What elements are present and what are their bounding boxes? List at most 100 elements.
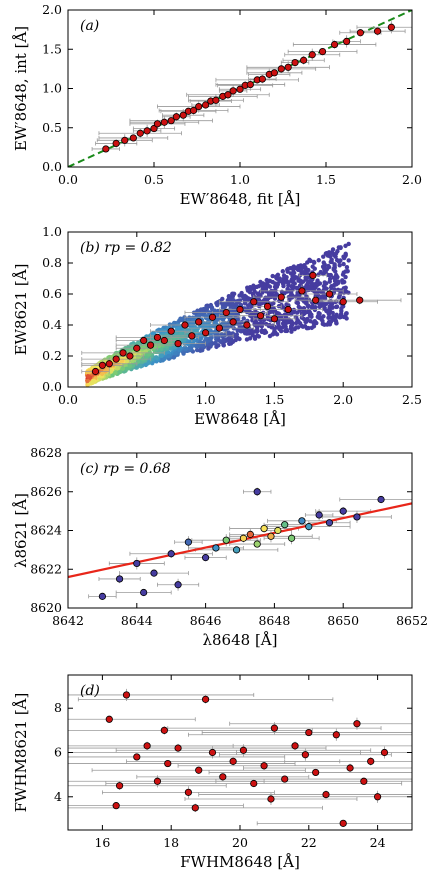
density-point — [321, 314, 325, 318]
x-tick-label: 22 — [301, 835, 317, 850]
x-tick-label: 1.0 — [230, 172, 250, 187]
density-point — [255, 334, 259, 338]
data-point — [309, 52, 315, 58]
data-point — [271, 70, 277, 76]
density-point — [267, 324, 271, 328]
data-point — [354, 514, 360, 520]
x-tick-label: 1.5 — [316, 172, 336, 187]
density-point — [334, 251, 338, 255]
density-point — [322, 288, 326, 292]
data-point — [261, 763, 267, 769]
density-point — [305, 281, 309, 285]
data-point — [113, 356, 119, 362]
x-tick-label: 8652 — [396, 613, 428, 628]
density-point — [312, 324, 316, 328]
y-tick-label: 1.0 — [42, 81, 62, 96]
density-point — [86, 374, 90, 378]
data-point — [259, 76, 265, 82]
density-point — [203, 339, 207, 343]
data-point — [268, 533, 274, 539]
x-tick-label: 0.5 — [144, 172, 164, 187]
panel-annotation: (c) rp = 0.68 — [80, 461, 171, 477]
density-point — [322, 322, 326, 326]
density-point — [317, 258, 321, 262]
x-tick-label: 1.0 — [196, 392, 216, 407]
density-point — [332, 276, 336, 280]
panel-annotation: (a) — [80, 18, 99, 34]
density-point — [205, 325, 209, 329]
plot-area — [68, 10, 426, 167]
density-point — [213, 341, 217, 345]
density-point — [346, 258, 350, 262]
density-point — [285, 289, 289, 293]
data-point — [247, 81, 253, 87]
density-point — [285, 269, 289, 273]
y-tick-label: 0.6 — [42, 286, 62, 301]
data-point — [312, 297, 318, 303]
data-point — [247, 531, 253, 537]
data-point — [220, 774, 226, 780]
density-point — [227, 297, 231, 301]
y-tick-label: 6 — [54, 745, 62, 760]
data-point — [326, 291, 332, 297]
density-point — [319, 295, 323, 299]
density-point — [201, 307, 205, 311]
data-point — [271, 316, 277, 322]
x-tick-label: 8642 — [52, 613, 84, 628]
data-point — [306, 729, 312, 735]
data-point — [116, 576, 122, 582]
density-point — [345, 265, 349, 269]
panel-1: 0.0 0.5 1.0 1.5 2.0 2.50.00.20.40.60.81.0(b) … — [12, 224, 422, 428]
x-tick-label: 20 — [232, 835, 248, 850]
data-point — [113, 802, 119, 808]
density-point — [332, 267, 336, 271]
density-point — [322, 260, 326, 264]
y-axis-label: EW8621 [Å] — [12, 264, 30, 356]
data-point — [185, 789, 191, 795]
data-point — [168, 551, 174, 557]
data-point — [99, 593, 105, 599]
data-point — [282, 521, 288, 527]
density-point — [310, 304, 314, 308]
density-point — [313, 319, 317, 323]
density-point — [194, 344, 198, 348]
x-tick-label: 8648 — [258, 613, 290, 628]
density-point — [301, 325, 305, 329]
data-point — [374, 794, 380, 800]
data-point — [251, 299, 257, 305]
density-point — [328, 279, 332, 283]
data-point — [278, 66, 284, 72]
y-tick-label: 0.0 — [42, 379, 62, 394]
data-point — [209, 749, 215, 755]
data-point — [340, 508, 346, 514]
data-point — [312, 769, 318, 775]
data-point — [331, 41, 337, 47]
density-point — [245, 331, 249, 335]
data-point — [134, 754, 140, 760]
plot-area — [82, 242, 401, 387]
density-point — [337, 263, 341, 267]
data-point — [357, 297, 363, 303]
x-tick-label: 8646 — [190, 613, 222, 628]
density-point — [289, 320, 293, 324]
x-tick-label: 18 — [163, 835, 179, 850]
panel-0: 0.0 0.5 1.0 1.5 2.00.00.51.01.52.0(a)EW′8648… — [12, 2, 426, 208]
density-point — [138, 363, 142, 367]
y-tick-label: 8624 — [30, 523, 62, 538]
x-axis-label: FWHM8648 [Å] — [180, 853, 300, 871]
density-point — [291, 265, 295, 269]
x-tick-label: 1.5 — [264, 392, 284, 407]
density-point — [136, 355, 140, 359]
panel-3: 16 18 20 22 24 4 6 8 (d) FWHM8648 [Å] FWHM8621 [Å] — [0, 675, 436, 871]
data-point — [275, 527, 281, 533]
data-point — [196, 767, 202, 773]
data-point — [310, 272, 316, 278]
density-point — [184, 347, 188, 351]
density-point — [343, 269, 347, 273]
density-point — [308, 319, 312, 323]
y-tick-label: 4 — [54, 789, 62, 804]
data-point — [374, 28, 380, 34]
data-point — [278, 294, 284, 300]
density-point — [299, 280, 303, 284]
data-point — [357, 30, 363, 36]
